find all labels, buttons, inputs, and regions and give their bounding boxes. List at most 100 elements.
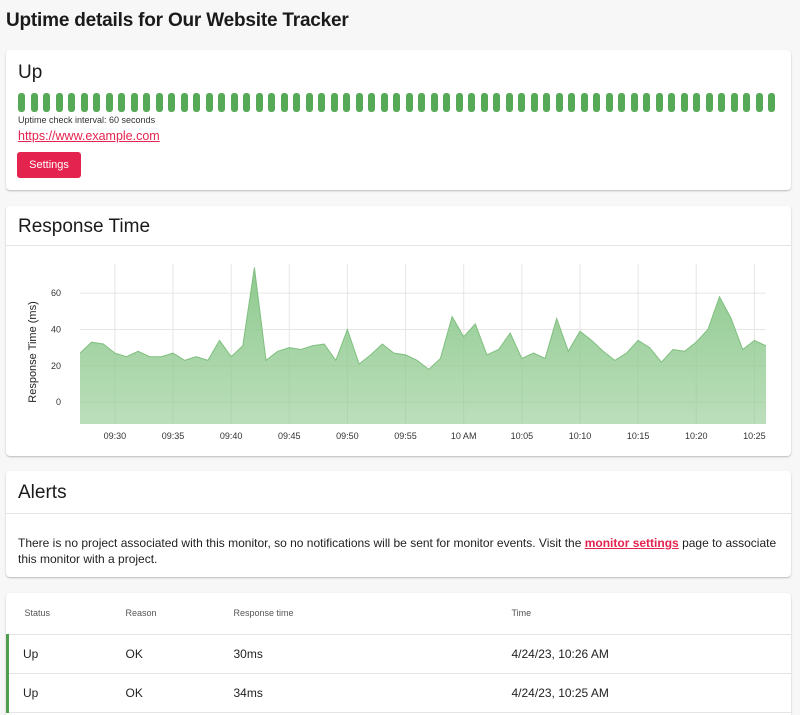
monitor-url-link[interactable]: https://www.example.com	[18, 129, 160, 143]
row-time: 4/24/23, 10:26 AM	[511, 634, 791, 674]
uptime-bar[interactable]	[505, 93, 513, 112]
uptime-bar[interactable]	[443, 93, 450, 112]
uptime-bar[interactable]	[405, 93, 413, 112]
uptime-bar[interactable]	[230, 93, 238, 112]
uptime-bar[interactable]	[393, 93, 400, 112]
uptime-bar[interactable]	[355, 93, 363, 112]
response-time-title: Response Time	[18, 216, 151, 237]
uptime-bar[interactable]	[380, 93, 388, 112]
uptime-bar[interactable]	[430, 93, 438, 112]
y-tick-label: 40	[51, 324, 61, 334]
uptime-bar[interactable]	[43, 93, 50, 112]
column-header-status: Status	[7, 593, 126, 635]
y-tick-label: 20	[51, 361, 61, 371]
response-time-card: Response Time 09:30 09:35 09:40 09:45 09:50 0…	[6, 206, 791, 456]
uptime-bar[interactable]	[118, 93, 125, 112]
uptime-bar[interactable]	[743, 93, 750, 112]
page-title: Uptime details for Our Website Tracker	[6, 10, 349, 31]
uptime-bar[interactable]	[368, 93, 375, 112]
uptime-bar[interactable]	[530, 93, 538, 112]
status-title: Up	[18, 62, 43, 83]
uptime-bar[interactable]	[568, 93, 575, 112]
x-tick-label: 10:20	[685, 431, 708, 441]
uptime-bar[interactable]	[693, 93, 700, 112]
uptime-bar[interactable]	[643, 93, 650, 112]
uptime-bar[interactable]	[93, 93, 100, 112]
uptime-bar[interactable]	[543, 93, 550, 112]
uptime-bar[interactable]	[168, 93, 175, 112]
uptime-bar[interactable]	[68, 93, 75, 112]
alerts-text-after: page to associate this monitor with a pr…	[18, 536, 777, 566]
uptime-bar[interactable]	[330, 93, 338, 112]
row-time: 4/24/23, 10:25 AM	[511, 673, 791, 713]
alerts-title: Alerts	[18, 482, 67, 503]
uptime-bar[interactable]	[318, 93, 325, 112]
uptime-bar[interactable]	[280, 93, 288, 112]
table-header-row: Status Reason Response time Time	[7, 593, 791, 635]
x-tick-label: 10:25	[743, 431, 766, 441]
uptime-bar[interactable]	[343, 93, 350, 112]
uptime-bar[interactable]	[705, 93, 713, 112]
row-response-time: 34ms	[233, 673, 512, 713]
x-tick-label: 09:50	[336, 431, 359, 441]
x-tick-label: 10 AM	[451, 431, 477, 441]
uptime-bar[interactable]	[218, 93, 225, 112]
response-time-line	[79, 267, 767, 371]
events-card: Status Reason Response time Time Up OK 3…	[6, 593, 791, 715]
x-tick-label: 09:55	[394, 431, 417, 441]
uptime-bar[interactable]	[768, 93, 775, 112]
response-time-chart: 09:30 09:35 09:40 09:45 09:50 09:55 10 AM 10:05…	[27, 264, 767, 441]
monitor-settings-link[interactable]: monitor settings	[584, 536, 679, 550]
uptime-bar[interactable]	[580, 93, 588, 112]
uptime-bar[interactable]	[418, 93, 425, 112]
uptime-bar[interactable]	[718, 93, 725, 112]
uptime-bar[interactable]	[730, 93, 738, 112]
uptime-bar[interactable]	[668, 93, 675, 112]
uptime-bar[interactable]	[630, 93, 638, 112]
row-reason: OK	[125, 634, 234, 674]
uptime-bar[interactable]	[593, 93, 600, 112]
y-axis-label: Response Time (ms)	[27, 301, 39, 402]
uptime-bar[interactable]	[155, 93, 163, 112]
settings-button[interactable]: Settings	[17, 152, 81, 178]
column-header-reason: Reason	[125, 593, 234, 635]
uptime-bar[interactable]	[518, 93, 525, 112]
table-row[interactable]: Up OK 30ms 4/24/23, 10:26 AM	[6, 634, 791, 674]
uptime-bar[interactable]	[655, 93, 663, 112]
uptime-bar[interactable]	[130, 93, 138, 112]
alerts-message: There is no project associated with this…	[18, 535, 783, 567]
uptime-bar[interactable]	[455, 93, 463, 112]
uptime-bar[interactable]	[480, 93, 488, 112]
uptime-bar[interactable]	[55, 93, 63, 112]
uptime-bar[interactable]	[143, 93, 150, 112]
table-row[interactable]: Up OK 34ms 4/24/23, 10:25 AM	[6, 673, 791, 713]
y-tick-label: 0	[56, 397, 61, 407]
uptime-interval-text: Uptime check interval: 60 seconds	[18, 115, 156, 125]
events-table: Status Reason Response time Time Up OK 3…	[6, 593, 791, 713]
uptime-bar[interactable]	[243, 93, 250, 112]
x-tick-label: 09:35	[162, 431, 185, 441]
uptime-bar[interactable]	[468, 93, 475, 112]
x-tick-label: 10:10	[569, 431, 592, 441]
uptime-bar[interactable]	[680, 93, 688, 112]
uptime-bar[interactable]	[618, 93, 625, 112]
alerts-text-before: There is no project associated with this…	[18, 536, 585, 550]
uptime-bar[interactable]	[205, 93, 213, 112]
uptime-bar[interactable]	[193, 93, 200, 112]
response-time-area	[80, 267, 766, 424]
uptime-bar[interactable]	[180, 93, 188, 112]
row-status: Up	[6, 634, 126, 674]
uptime-bar[interactable]	[305, 93, 313, 112]
uptime-bar[interactable]	[80, 93, 88, 112]
uptime-bar[interactable]	[293, 93, 300, 112]
x-tick-label: 09:40	[220, 431, 243, 441]
uptime-bar[interactable]	[555, 93, 563, 112]
uptime-bar[interactable]	[755, 93, 763, 112]
uptime-bar[interactable]	[493, 93, 500, 112]
uptime-bar[interactable]	[105, 93, 113, 112]
uptime-bar[interactable]	[18, 93, 25, 112]
uptime-bar[interactable]	[255, 93, 263, 112]
uptime-bar[interactable]	[30, 93, 38, 112]
uptime-bar[interactable]	[605, 93, 613, 112]
uptime-bar[interactable]	[268, 93, 275, 112]
